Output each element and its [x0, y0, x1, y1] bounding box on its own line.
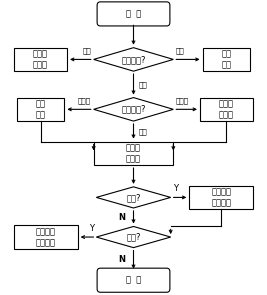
Text: 电池状态?: 电池状态?: [121, 55, 146, 64]
Text: N: N: [119, 213, 125, 222]
Bar: [14, 225, 78, 249]
Text: 充电
均衡: 充电 均衡: [221, 49, 231, 69]
Polygon shape: [96, 227, 171, 248]
Bar: [17, 98, 64, 121]
Text: 电芯电压?: 电芯电压?: [121, 105, 146, 114]
Polygon shape: [94, 48, 173, 71]
Bar: [189, 186, 253, 209]
Text: 开启基
准电源: 开启基 准电源: [126, 143, 141, 163]
Text: 过流?: 过流?: [126, 232, 141, 242]
Text: N: N: [119, 255, 125, 264]
FancyBboxPatch shape: [97, 268, 170, 292]
Text: 闲置: 闲置: [82, 47, 91, 54]
Bar: [14, 48, 67, 71]
Text: Y: Y: [173, 184, 178, 193]
Text: 充电保
护保护: 充电保 护保护: [219, 99, 234, 119]
Text: 充电: 充电: [176, 47, 185, 54]
Bar: [200, 98, 253, 121]
Text: 开  始: 开 始: [126, 9, 141, 18]
FancyBboxPatch shape: [97, 2, 170, 26]
Text: 过充电: 过充电: [176, 97, 189, 104]
Text: 充电保护
放电保护: 充电保护 放电保护: [211, 187, 231, 207]
Polygon shape: [94, 98, 173, 121]
Text: 放电: 放电: [139, 81, 148, 88]
Text: 过放电: 过放电: [78, 97, 91, 104]
Text: 进入休
眠状态: 进入休 眠状态: [33, 49, 48, 69]
Text: 正常: 正常: [139, 128, 148, 135]
Text: 放电
保护: 放电 保护: [36, 99, 46, 119]
Polygon shape: [96, 187, 171, 208]
Bar: [203, 48, 250, 71]
Text: Y: Y: [89, 224, 94, 233]
Text: 结  束: 结 束: [126, 276, 141, 285]
Text: 过温?: 过温?: [126, 193, 141, 202]
Text: 充电保护
放电保护: 充电保护 放电保护: [36, 227, 56, 247]
Bar: [94, 142, 173, 165]
